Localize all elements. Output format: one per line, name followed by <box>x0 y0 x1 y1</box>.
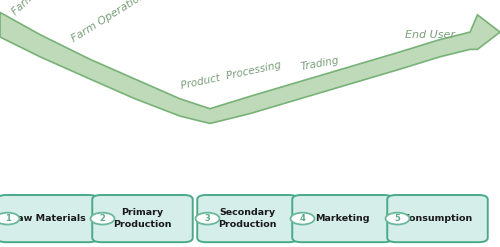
Polygon shape <box>0 12 500 124</box>
Circle shape <box>290 213 314 225</box>
Text: 3: 3 <box>204 214 210 223</box>
Circle shape <box>0 213 20 225</box>
Text: Product  Processing: Product Processing <box>180 60 282 91</box>
Circle shape <box>386 213 409 225</box>
Text: Secondary
Production: Secondary Production <box>218 208 277 229</box>
FancyBboxPatch shape <box>0 195 98 242</box>
Text: Marketing: Marketing <box>316 214 370 223</box>
Text: Consumption: Consumption <box>402 214 472 223</box>
Text: Raw Materials: Raw Materials <box>10 214 86 223</box>
Text: Trading: Trading <box>300 55 340 72</box>
FancyBboxPatch shape <box>292 195 393 242</box>
Text: End User: End User <box>405 30 455 40</box>
Text: Farm Inputs: Farm Inputs <box>10 0 62 17</box>
Text: 4: 4 <box>300 214 306 223</box>
Text: 5: 5 <box>394 214 400 223</box>
FancyBboxPatch shape <box>387 195 488 242</box>
Text: 2: 2 <box>100 214 105 223</box>
Text: Farm Operations: Farm Operations <box>70 0 152 44</box>
Circle shape <box>90 213 114 225</box>
FancyBboxPatch shape <box>92 195 192 242</box>
FancyBboxPatch shape <box>197 195 298 242</box>
Circle shape <box>196 213 220 225</box>
Text: 1: 1 <box>4 214 10 223</box>
Text: Primary
Production: Primary Production <box>113 208 172 229</box>
